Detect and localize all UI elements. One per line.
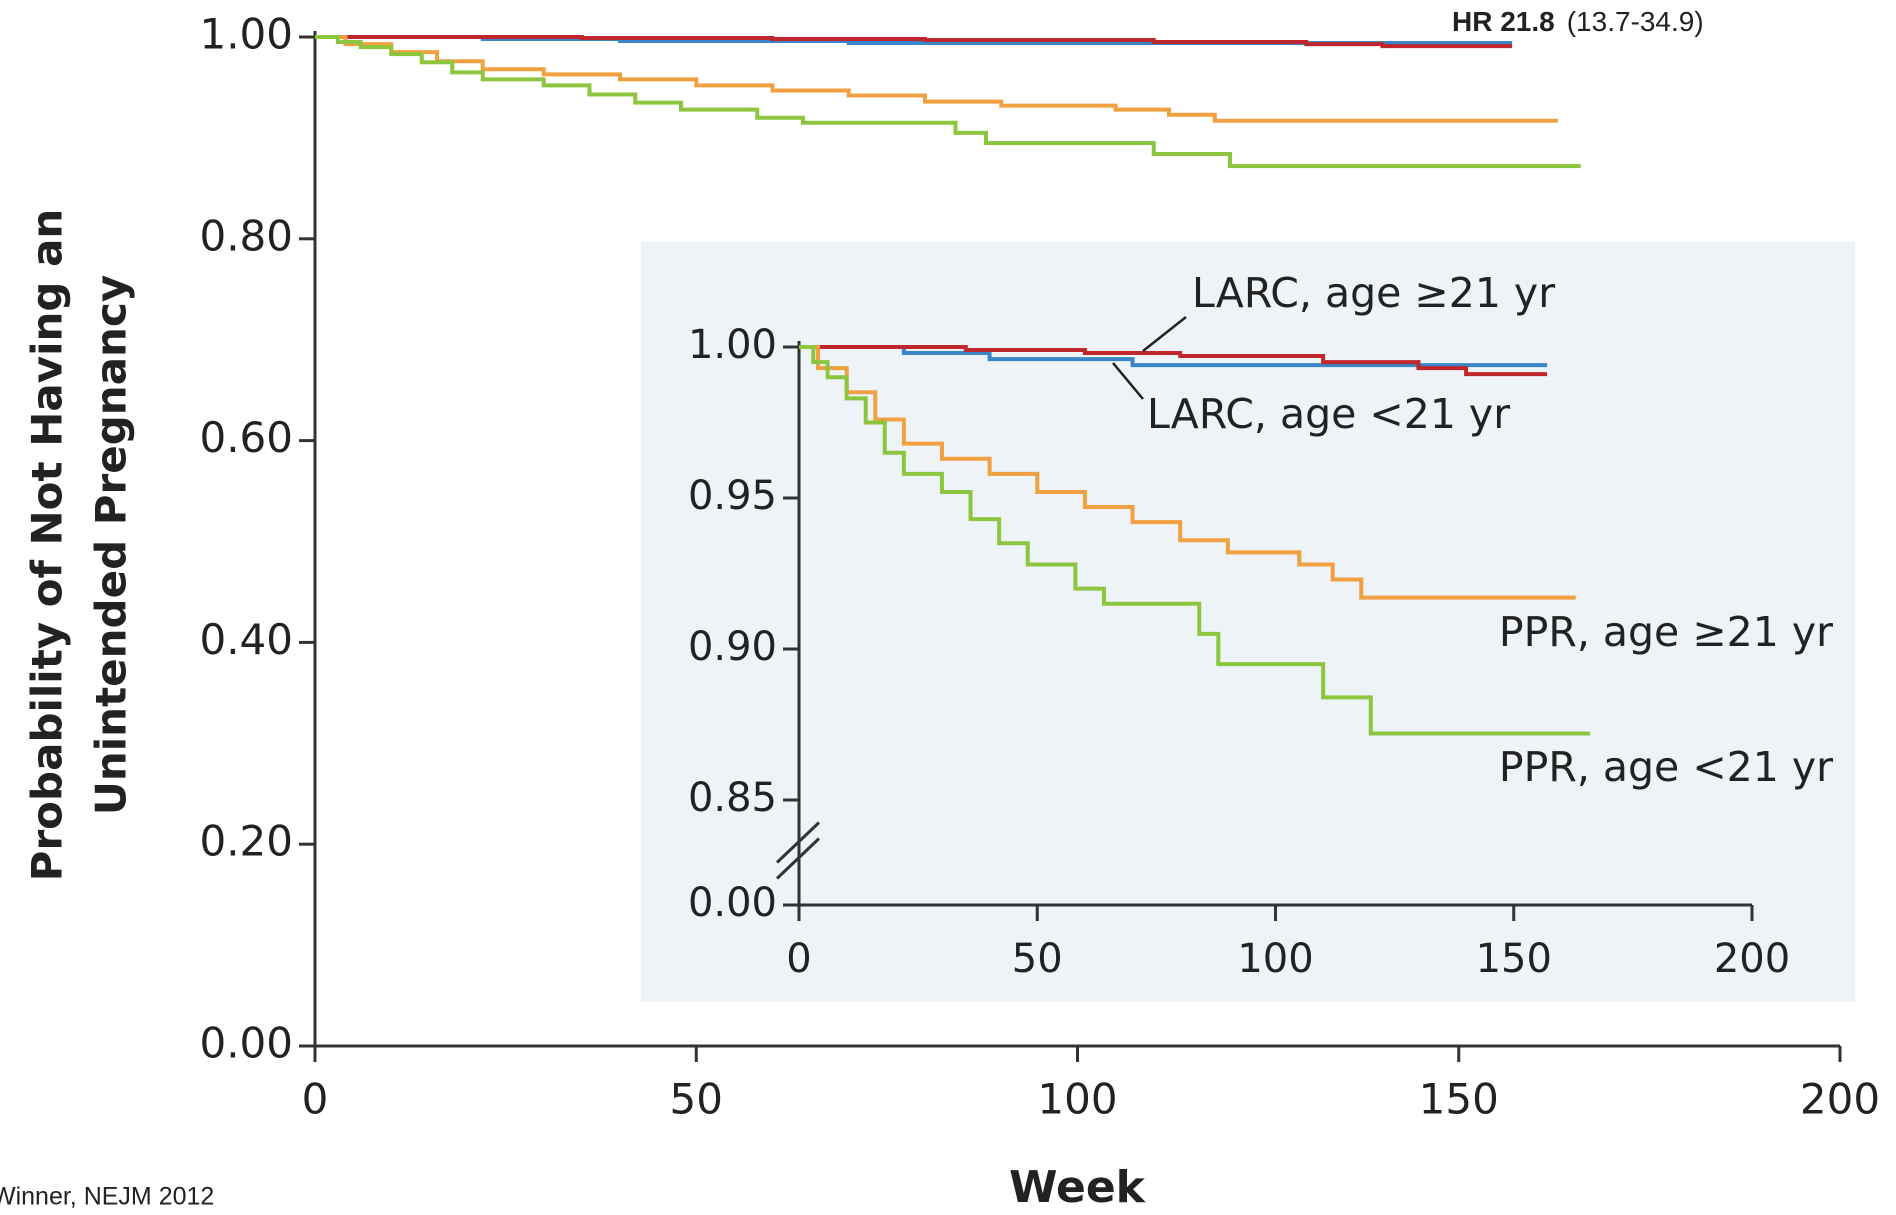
leader-line: [1142, 316, 1187, 352]
x-tick-label: 200: [1800, 1075, 1880, 1124]
x-tick-label: 0: [302, 1075, 329, 1124]
y-tick-label: 0.95: [688, 473, 777, 519]
y-tick-label: 0.90: [688, 624, 777, 670]
axis-break: [775, 837, 821, 880]
survival-line: [315, 35, 1558, 123]
survival-line: [315, 35, 1581, 169]
axis-break: [775, 821, 821, 864]
series-label: LARC, age ≥21 yr: [1192, 269, 1555, 317]
y-tick-label: 0.00: [199, 1019, 293, 1068]
y-tick-label: 0.00: [688, 880, 777, 926]
annotation: HR 21.8 (13.7-34.9): [1452, 6, 1704, 37]
x-tick-label: 100: [1237, 936, 1313, 982]
survival-line: [799, 345, 1576, 600]
series-label: PPR, age ≥21 yr: [1499, 608, 1833, 656]
y-tick-label: 0.60: [199, 413, 293, 462]
survival-line: [799, 345, 1590, 736]
series-label: LARC, age <21 yr: [1147, 390, 1510, 438]
source: Winner, NEJM 2012: [0, 1183, 214, 1211]
survival-line: [799, 345, 1548, 377]
x-tick-label: 50: [670, 1075, 723, 1124]
y-tick-label: 0.85: [688, 775, 777, 821]
annotation-ci: (13.7-34.9): [1567, 6, 1704, 37]
x-tick-label: 150: [1476, 936, 1552, 982]
survival-line: [315, 35, 1513, 49]
y-tick-label: 0.40: [199, 615, 293, 664]
leader-line: [1112, 362, 1144, 400]
x-tick-label: 200: [1714, 936, 1790, 982]
y-axis-label: Unintended Pregnancy: [87, 275, 136, 815]
annotation-bold: HR 21.8: [1452, 6, 1555, 37]
series-label: PPR, age <21 yr: [1499, 743, 1833, 791]
x-tick-label: 100: [1037, 1075, 1117, 1124]
x-tick-label: 0: [786, 936, 811, 982]
y-tick-label: 0.20: [199, 817, 293, 866]
y-tick-label: 1.00: [688, 322, 777, 368]
x-tick-label: 50: [1012, 936, 1063, 982]
x-tick-label: 150: [1419, 1075, 1499, 1124]
y-tick-label: 0.80: [199, 211, 293, 260]
y-axis-label: Probability of Not Having an: [23, 209, 72, 882]
x-axis-label: Week: [1009, 1162, 1147, 1213]
y-tick-label: 1.00: [199, 10, 293, 59]
